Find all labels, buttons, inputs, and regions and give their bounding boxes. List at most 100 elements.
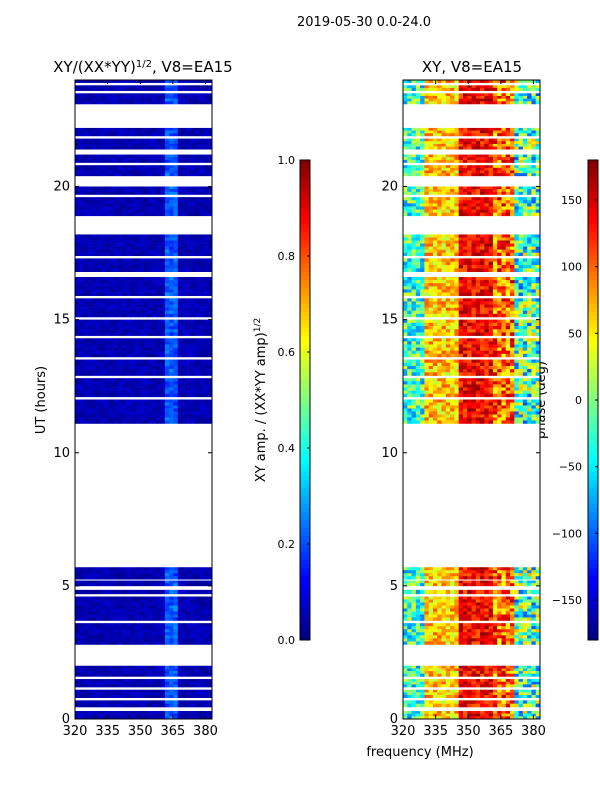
- left-heatmap-cell: [190, 283, 196, 287]
- right-heatmap-cell: [420, 711, 425, 714]
- left-heatmap-cell: [177, 167, 183, 171]
- left-heatmap-cell: [186, 599, 191, 603]
- left-heatmap-cell: [134, 411, 140, 415]
- right-heatmap-cell: [428, 713, 434, 717]
- left-heatmap-cell: [164, 689, 170, 693]
- right-heatmap-cell: [415, 567, 421, 571]
- left-heatmap-cell: [164, 626, 170, 630]
- left-heatmap-cell: [96, 347, 102, 351]
- left-heatmap-cell: [75, 372, 80, 376]
- left-heatmap-cell: [83, 353, 89, 358]
- right-heatmap-cell: [514, 713, 519, 717]
- right-heatmap-cell: [518, 711, 524, 714]
- left-heatmap-cell: [160, 87, 166, 91]
- left-heatmap-cell: [143, 292, 149, 296]
- left-heatmap-cell: [182, 258, 187, 263]
- left-heatmap-cell: [139, 703, 144, 708]
- left-heatmap-cell: [134, 703, 140, 708]
- left-heatmap-cell: [190, 319, 196, 324]
- right-heatmap-cell: [501, 679, 507, 683]
- right-heatmap-cell: [475, 689, 481, 693]
- right-heatmap-cell: [403, 580, 408, 584]
- left-heatmap-cell: [152, 313, 157, 318]
- left-heatmap-cell: [79, 602, 84, 606]
- left-heatmap-cell: [156, 173, 162, 177]
- left-heatmap-cell: [190, 234, 196, 238]
- left-heatmap-cell: [203, 261, 209, 266]
- left-heatmap-cell: [92, 611, 97, 615]
- left-heatmap-cell: [134, 85, 140, 89]
- left-heatmap-cell: [199, 703, 204, 708]
- left-heatmap-cell: [182, 635, 187, 639]
- right-heatmap-cell: [411, 570, 417, 574]
- left-heatmap-cell: [122, 614, 127, 618]
- right-heatmap-cell: [527, 623, 532, 627]
- left-heatmap-cell: [96, 684, 102, 688]
- right-heatmap-cell: [437, 638, 442, 642]
- left-heatmap-cell: [79, 684, 84, 688]
- left-heatmap-cell: [152, 197, 157, 201]
- left-heatmap-cell: [160, 191, 166, 195]
- left-heatmap-cell: [182, 589, 187, 595]
- right-heatmap-cell: [535, 665, 541, 669]
- right-heatmap-cell: [535, 638, 541, 642]
- right-heatmap-cell: [492, 611, 498, 615]
- left-heatmap-cell: [199, 157, 204, 161]
- left-heatmap-cell: [104, 353, 110, 358]
- left-heatmap-cell: [75, 200, 80, 204]
- left-heatmap-cell: [186, 635, 191, 639]
- left-heatmap-cell: [186, 589, 191, 595]
- right-heatmap-cell: [403, 632, 408, 636]
- left-heatmap-cell: [96, 703, 102, 708]
- right-heatmap-cell: [510, 599, 515, 603]
- left-heatmap-cell: [199, 573, 204, 577]
- left-heatmap-cell: [199, 143, 204, 147]
- left-heatmap-cell: [152, 417, 157, 421]
- left-heatmap-cell: [104, 344, 110, 348]
- left-heatmap-cell: [130, 127, 136, 131]
- left-heatmap-cell: [122, 243, 127, 247]
- left-heatmap-cell: [203, 362, 209, 367]
- right-heatmap-cell: [415, 679, 421, 683]
- left-heatmap-cell: [143, 189, 149, 193]
- right-heatmap-cell: [450, 632, 455, 636]
- right-heatmap-cell: [411, 573, 417, 577]
- left-heatmap-cell: [100, 85, 106, 89]
- left-heatmap-cell: [134, 580, 140, 584]
- left-heatmap-cell: [190, 307, 196, 312]
- left-heatmap-cell: [186, 329, 191, 333]
- left-heatmap-cell: [122, 197, 127, 201]
- left-heatmap-cell: [109, 635, 114, 639]
- left-heatmap-cell: [130, 665, 136, 669]
- right-heatmap-cell: [488, 671, 494, 675]
- left-heatmap-cell: [139, 329, 144, 333]
- left-heatmap-cell: [186, 681, 191, 685]
- right-heatmap-cell: [420, 617, 425, 621]
- left-heatmap-cell: [134, 138, 140, 142]
- left-heatmap-cell: [190, 127, 196, 131]
- right-heatmap-cell: [403, 681, 408, 685]
- right-heatmap-cell: [501, 605, 507, 609]
- right-heatmap-cell: [403, 641, 408, 645]
- left-heatmap-cell: [113, 583, 119, 587]
- left-heatmap-cell: [152, 304, 157, 308]
- left-heatmap-cell: [87, 583, 93, 587]
- left-heatmap-cell: [113, 408, 119, 412]
- left-heatmap-cell: [83, 87, 89, 91]
- right-heatmap-cell: [471, 711, 477, 714]
- left-heatmap-cell: [160, 611, 166, 615]
- left-heatmap-cell: [194, 95, 200, 99]
- left-heatmap-cell: [152, 411, 157, 415]
- right-heatmap-cell: [420, 716, 425, 720]
- left-heatmap-cell: [87, 716, 93, 720]
- left-heatmap-cell: [104, 623, 110, 627]
- left-heatmap-cell: [122, 338, 127, 342]
- left-heatmap-cell: [160, 154, 166, 158]
- left-heatmap-cell: [182, 365, 187, 370]
- left-heatmap-cell: [117, 353, 123, 358]
- right-heatmap-cell: [441, 632, 447, 636]
- left-heatmap-cell: [87, 608, 93, 612]
- left-heatmap-cell: [104, 417, 110, 421]
- right-heatmap-cell: [407, 623, 412, 627]
- left-heatmap-cell: [75, 635, 80, 639]
